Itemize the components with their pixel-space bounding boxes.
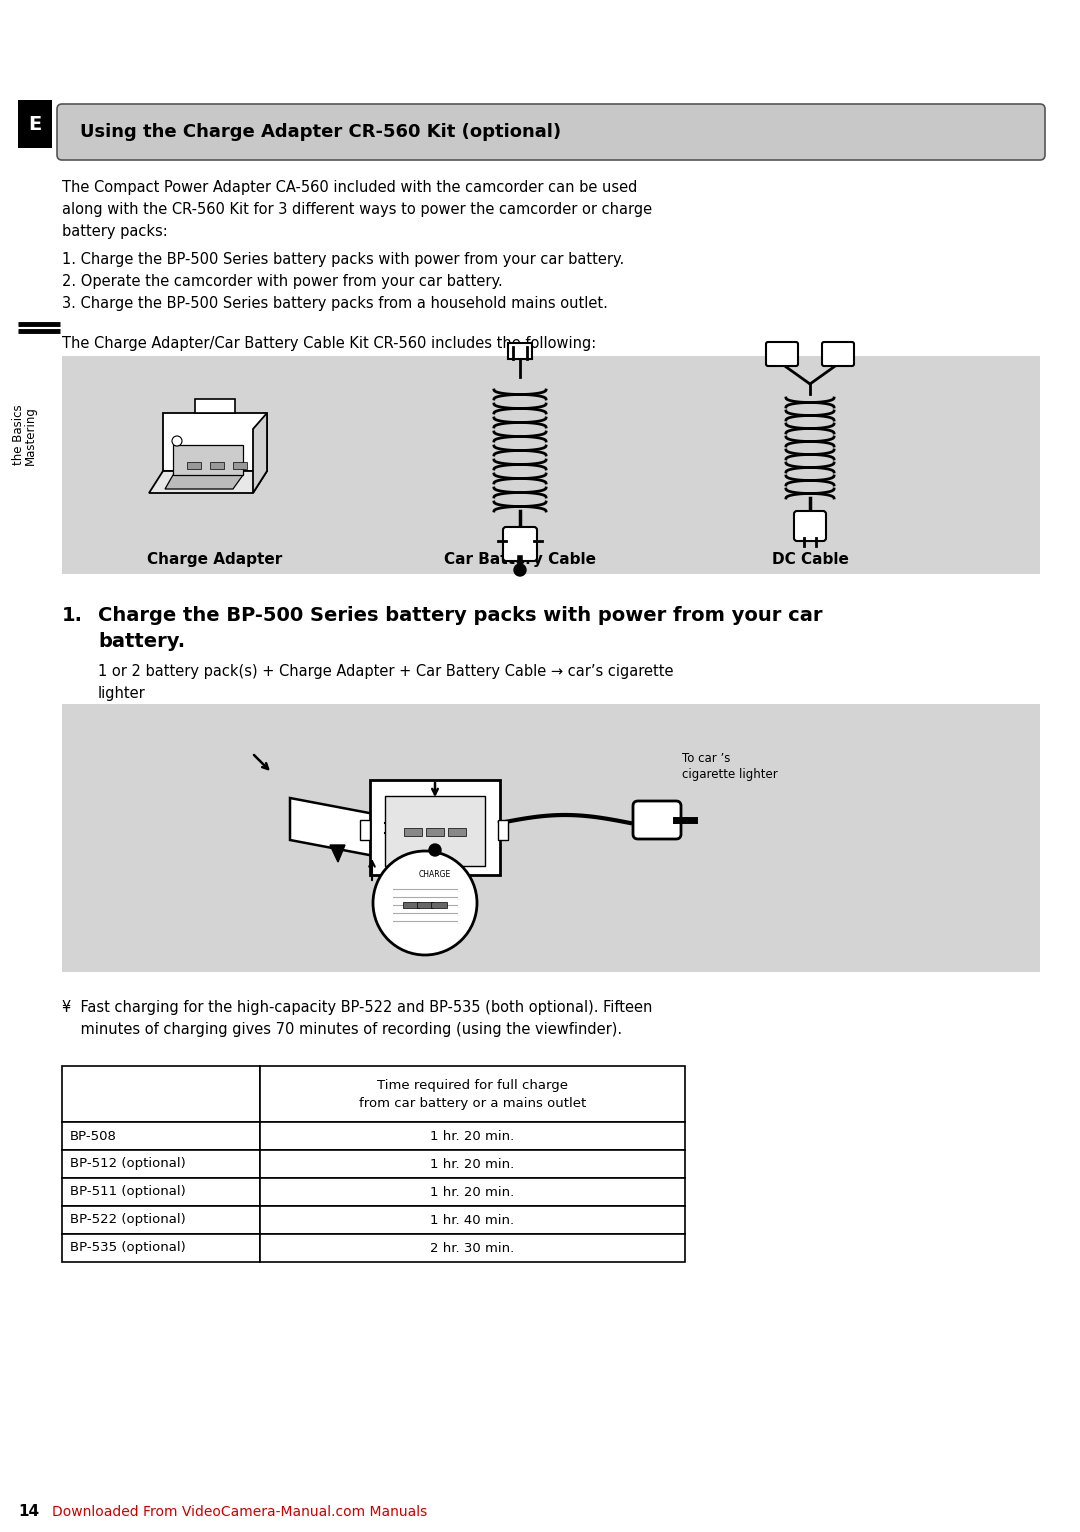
Bar [426, 827, 444, 836]
Bar [403, 902, 419, 908]
Bar [448, 827, 465, 836]
Text: BP-535 (optional): BP-535 (optional) [70, 1241, 186, 1255]
Text: Charge the BP-500 Series battery packs with power from your car: Charge the BP-500 Series battery packs w… [98, 607, 823, 625]
Circle shape [514, 564, 526, 576]
Polygon shape [165, 475, 243, 489]
Polygon shape [330, 846, 345, 863]
Text: 1 hr. 40 min.: 1 hr. 40 min. [431, 1213, 514, 1227]
Polygon shape [291, 798, 384, 858]
Polygon shape [253, 414, 267, 493]
Text: DC Cable: DC Cable [771, 552, 849, 567]
Text: 2. Operate the camcorder with power from your car battery.: 2. Operate the camcorder with power from… [62, 274, 503, 290]
Bar [260, 1233, 685, 1262]
Bar [404, 827, 422, 836]
Bar [62, 705, 1040, 971]
Text: Downloaded From VideoCamera-Manual.com Manuals: Downloaded From VideoCamera-Manual.com M… [52, 1504, 428, 1520]
Text: battery packs:: battery packs: [62, 224, 167, 239]
Text: BP-511 (optional): BP-511 (optional) [70, 1186, 186, 1198]
Text: 1.: 1. [62, 607, 83, 625]
Text: Using the Charge Adapter CR-560 Kit (optional): Using the Charge Adapter CR-560 Kit (opt… [80, 123, 562, 141]
Text: To car ’s: To car ’s [681, 752, 730, 764]
Bar [173, 444, 243, 475]
Bar [62, 1121, 260, 1151]
Text: Time required for full charge
from car battery or a mains outlet: Time required for full charge from car b… [359, 1079, 586, 1109]
Text: lighter: lighter [98, 686, 146, 702]
Bar [62, 1066, 260, 1121]
Bar [417, 902, 433, 908]
Circle shape [172, 437, 183, 446]
Text: Mastering: Mastering [24, 406, 37, 466]
FancyBboxPatch shape [766, 342, 798, 366]
Text: Car Battery Cable: Car Battery Cable [444, 552, 596, 567]
Bar [431, 902, 447, 908]
FancyBboxPatch shape [633, 801, 681, 840]
Text: 3. Charge the BP-500 Series battery packs from a household mains outlet.: 3. Charge the BP-500 Series battery pack… [62, 296, 608, 311]
Circle shape [429, 844, 441, 856]
Bar [498, 820, 508, 840]
Text: BP-522 (optional): BP-522 (optional) [70, 1213, 186, 1227]
Text: 1 hr. 20 min.: 1 hr. 20 min. [430, 1158, 515, 1170]
Text: 1 hr. 20 min.: 1 hr. 20 min. [430, 1129, 515, 1143]
Bar [62, 1178, 260, 1206]
Text: battery.: battery. [98, 633, 185, 651]
Text: BP-508: BP-508 [70, 1129, 117, 1143]
Text: 1. Charge the BP-500 Series battery packs with power from your car battery.: 1. Charge the BP-500 Series battery pack… [62, 251, 624, 267]
Polygon shape [163, 414, 267, 470]
Bar [233, 463, 247, 469]
Bar [260, 1151, 685, 1178]
Text: CHARGE: CHARGE [419, 870, 451, 879]
FancyBboxPatch shape [794, 512, 826, 541]
Bar [210, 463, 224, 469]
Bar [62, 1151, 260, 1178]
FancyBboxPatch shape [503, 527, 537, 561]
Polygon shape [149, 470, 267, 493]
Bar [384, 797, 485, 866]
Bar [62, 1206, 260, 1233]
Text: 14: 14 [18, 1504, 39, 1520]
Bar [18, 100, 52, 149]
Bar [195, 398, 235, 414]
Bar [260, 1121, 685, 1151]
Text: The Charge Adapter/Car Battery Cable Kit CR-560 includes the following:: The Charge Adapter/Car Battery Cable Kit… [62, 336, 596, 351]
Text: 2 hr. 30 min.: 2 hr. 30 min. [430, 1241, 515, 1255]
Text: minutes of charging gives 70 minutes of recording (using the viewfinder).: minutes of charging gives 70 minutes of … [62, 1022, 622, 1037]
Bar [508, 343, 532, 358]
Text: the Basics: the Basics [12, 404, 25, 466]
Text: E: E [28, 115, 42, 133]
Bar [360, 820, 370, 840]
Bar [187, 463, 201, 469]
Bar [260, 1066, 685, 1121]
Circle shape [373, 850, 477, 954]
Text: BP-512 (optional): BP-512 (optional) [70, 1158, 186, 1170]
Text: ¥  Fast charging for the high-capacity BP-522 and BP-535 (both optional). Fiftee: ¥ Fast charging for the high-capacity BP… [62, 1000, 652, 1016]
FancyBboxPatch shape [57, 104, 1045, 159]
Text: cigarette lighter: cigarette lighter [681, 768, 778, 781]
Bar [260, 1178, 685, 1206]
Bar [62, 1233, 260, 1262]
Bar [62, 355, 1040, 574]
Text: along with the CR-560 Kit for 3 different ways to power the camcorder or charge: along with the CR-560 Kit for 3 differen… [62, 202, 652, 218]
Text: Charge Adapter: Charge Adapter [147, 552, 283, 567]
Text: 1 or 2 battery pack(s) + Charge Adapter + Car Battery Cable → car’s cigarette: 1 or 2 battery pack(s) + Charge Adapter … [98, 663, 674, 679]
Bar [260, 1206, 685, 1233]
FancyBboxPatch shape [822, 342, 854, 366]
Bar [370, 780, 500, 875]
Text: 1 hr. 20 min.: 1 hr. 20 min. [430, 1186, 515, 1198]
Text: The Compact Power Adapter CA-560 included with the camcorder can be used: The Compact Power Adapter CA-560 include… [62, 179, 637, 195]
